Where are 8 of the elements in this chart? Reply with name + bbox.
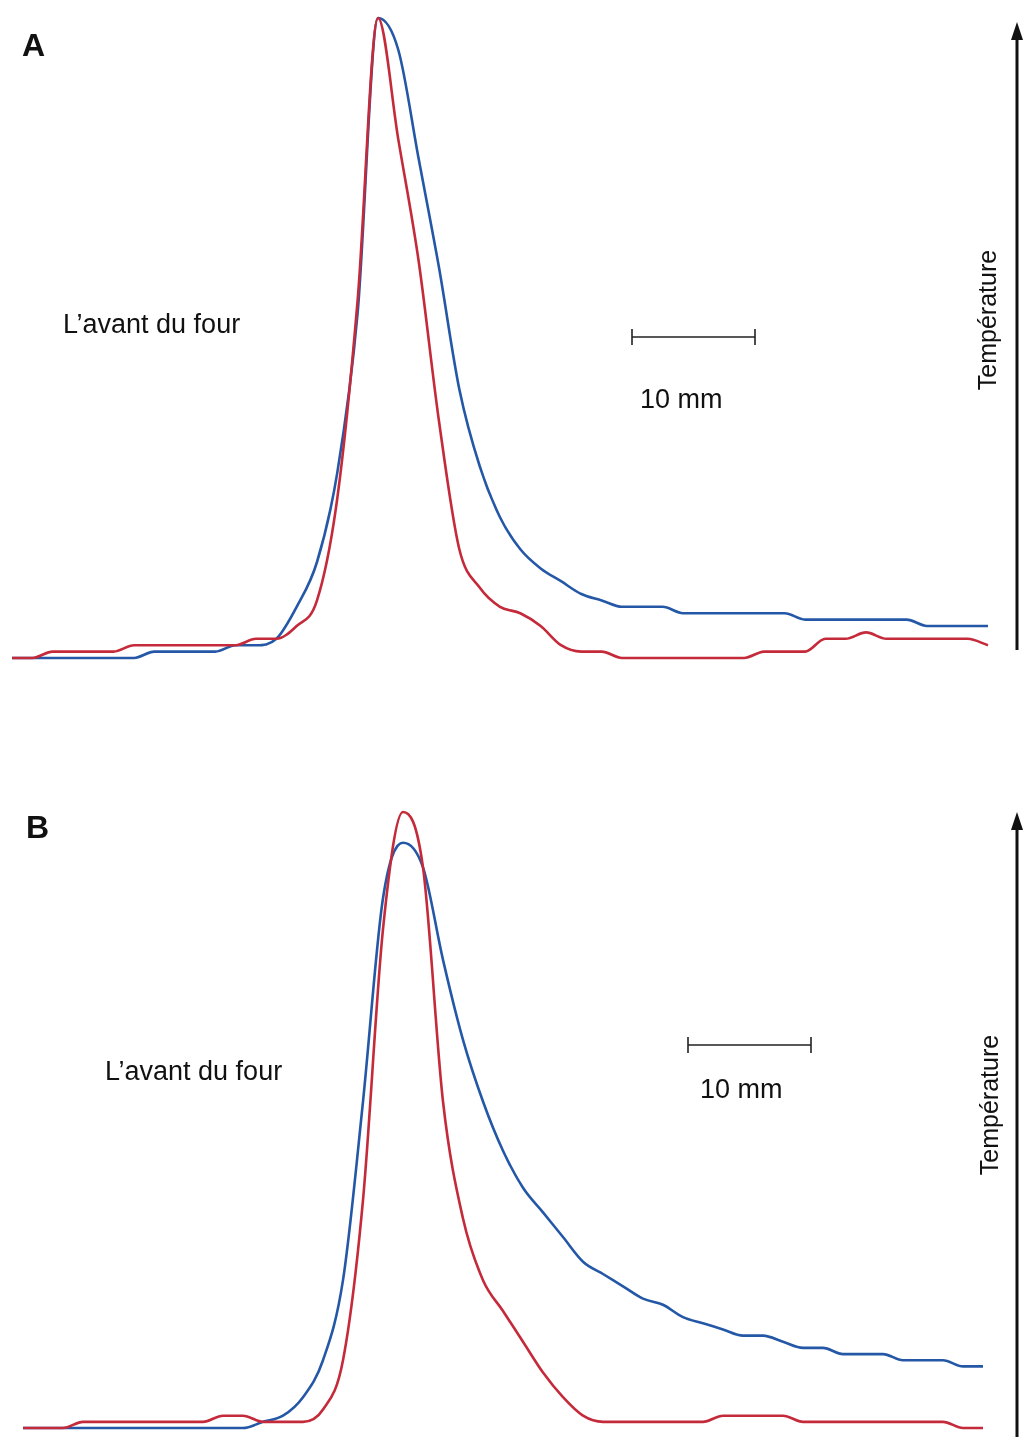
annotation: 10 mm [700, 1074, 783, 1104]
annotation: L’avant du four [63, 309, 241, 339]
y-axis-title: Température [973, 249, 1001, 391]
y-axis-title: Température [975, 1034, 1003, 1176]
annotation: L’avant du four [105, 1056, 283, 1086]
chart-title: B [26, 809, 50, 845]
annotation: 10 mm [640, 384, 723, 414]
chart-title: A [22, 27, 46, 63]
